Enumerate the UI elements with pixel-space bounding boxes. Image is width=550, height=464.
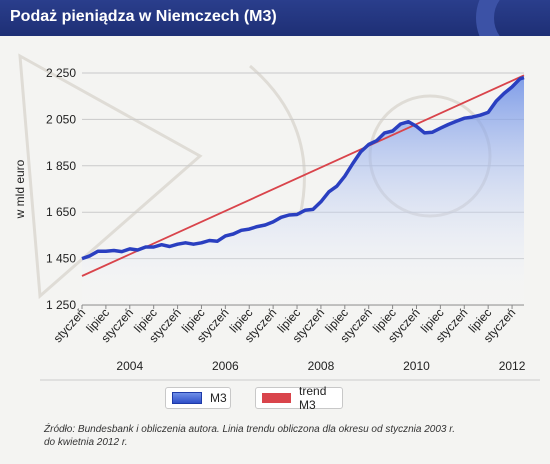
year-label: 2006 xyxy=(212,359,239,373)
legend-m3-label: M3 xyxy=(210,391,227,405)
year-label: 2004 xyxy=(116,359,143,373)
y-tick-label: 1 450 xyxy=(46,252,76,266)
euro-stars-decoration xyxy=(476,0,500,36)
year-label: 2008 xyxy=(308,359,335,373)
year-label: 2010 xyxy=(403,359,430,373)
y-axis-label: w mld euro xyxy=(13,159,27,219)
y-tick-label: 2 050 xyxy=(46,112,76,126)
legend-item-m3: M3 xyxy=(165,387,231,409)
y-tick-label: 1 850 xyxy=(46,159,76,173)
legend-item-trend: trend M3 xyxy=(255,384,343,412)
trend-swatch-icon xyxy=(262,393,292,403)
m3-swatch-icon xyxy=(172,392,202,404)
y-tick-label: 1 250 xyxy=(46,298,76,312)
source-line-2: do kwietnia 2012 r. xyxy=(44,437,128,448)
y-tick-label: 1 650 xyxy=(46,205,76,219)
y-tick-label: 2 250 xyxy=(46,66,76,80)
source-note: Źródło: Bundesbank i obliczenia autora. … xyxy=(44,423,534,449)
page-title: Podaż pieniądza w Niemczech (M3) xyxy=(10,8,277,25)
title-bar: Podaż pieniądza w Niemczech (M3) xyxy=(0,0,550,36)
trend-m3-line xyxy=(81,74,525,277)
m3-line xyxy=(81,75,525,261)
m3-area xyxy=(82,77,524,305)
source-line-1: Źródło: Bundesbank i obliczenia autora. … xyxy=(44,424,455,435)
year-label: 2012 xyxy=(499,359,526,373)
legend-trend-label: trend M3 xyxy=(299,384,327,412)
